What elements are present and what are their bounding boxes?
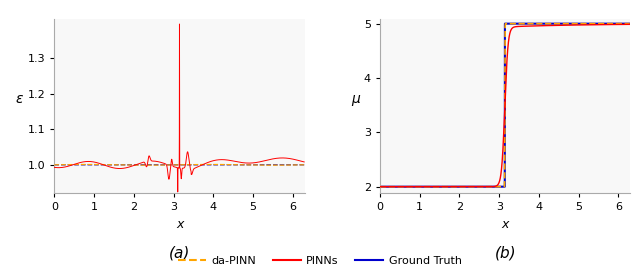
Legend: da-PINN, PINNs, Ground Truth: da-PINN, PINNs, Ground Truth [174, 251, 466, 270]
Y-axis label: ε: ε [15, 92, 23, 106]
X-axis label: x: x [502, 218, 509, 231]
Text: (a): (a) [169, 245, 190, 260]
Y-axis label: μ: μ [351, 92, 360, 106]
X-axis label: x: x [176, 218, 183, 231]
Text: (b): (b) [494, 245, 516, 260]
